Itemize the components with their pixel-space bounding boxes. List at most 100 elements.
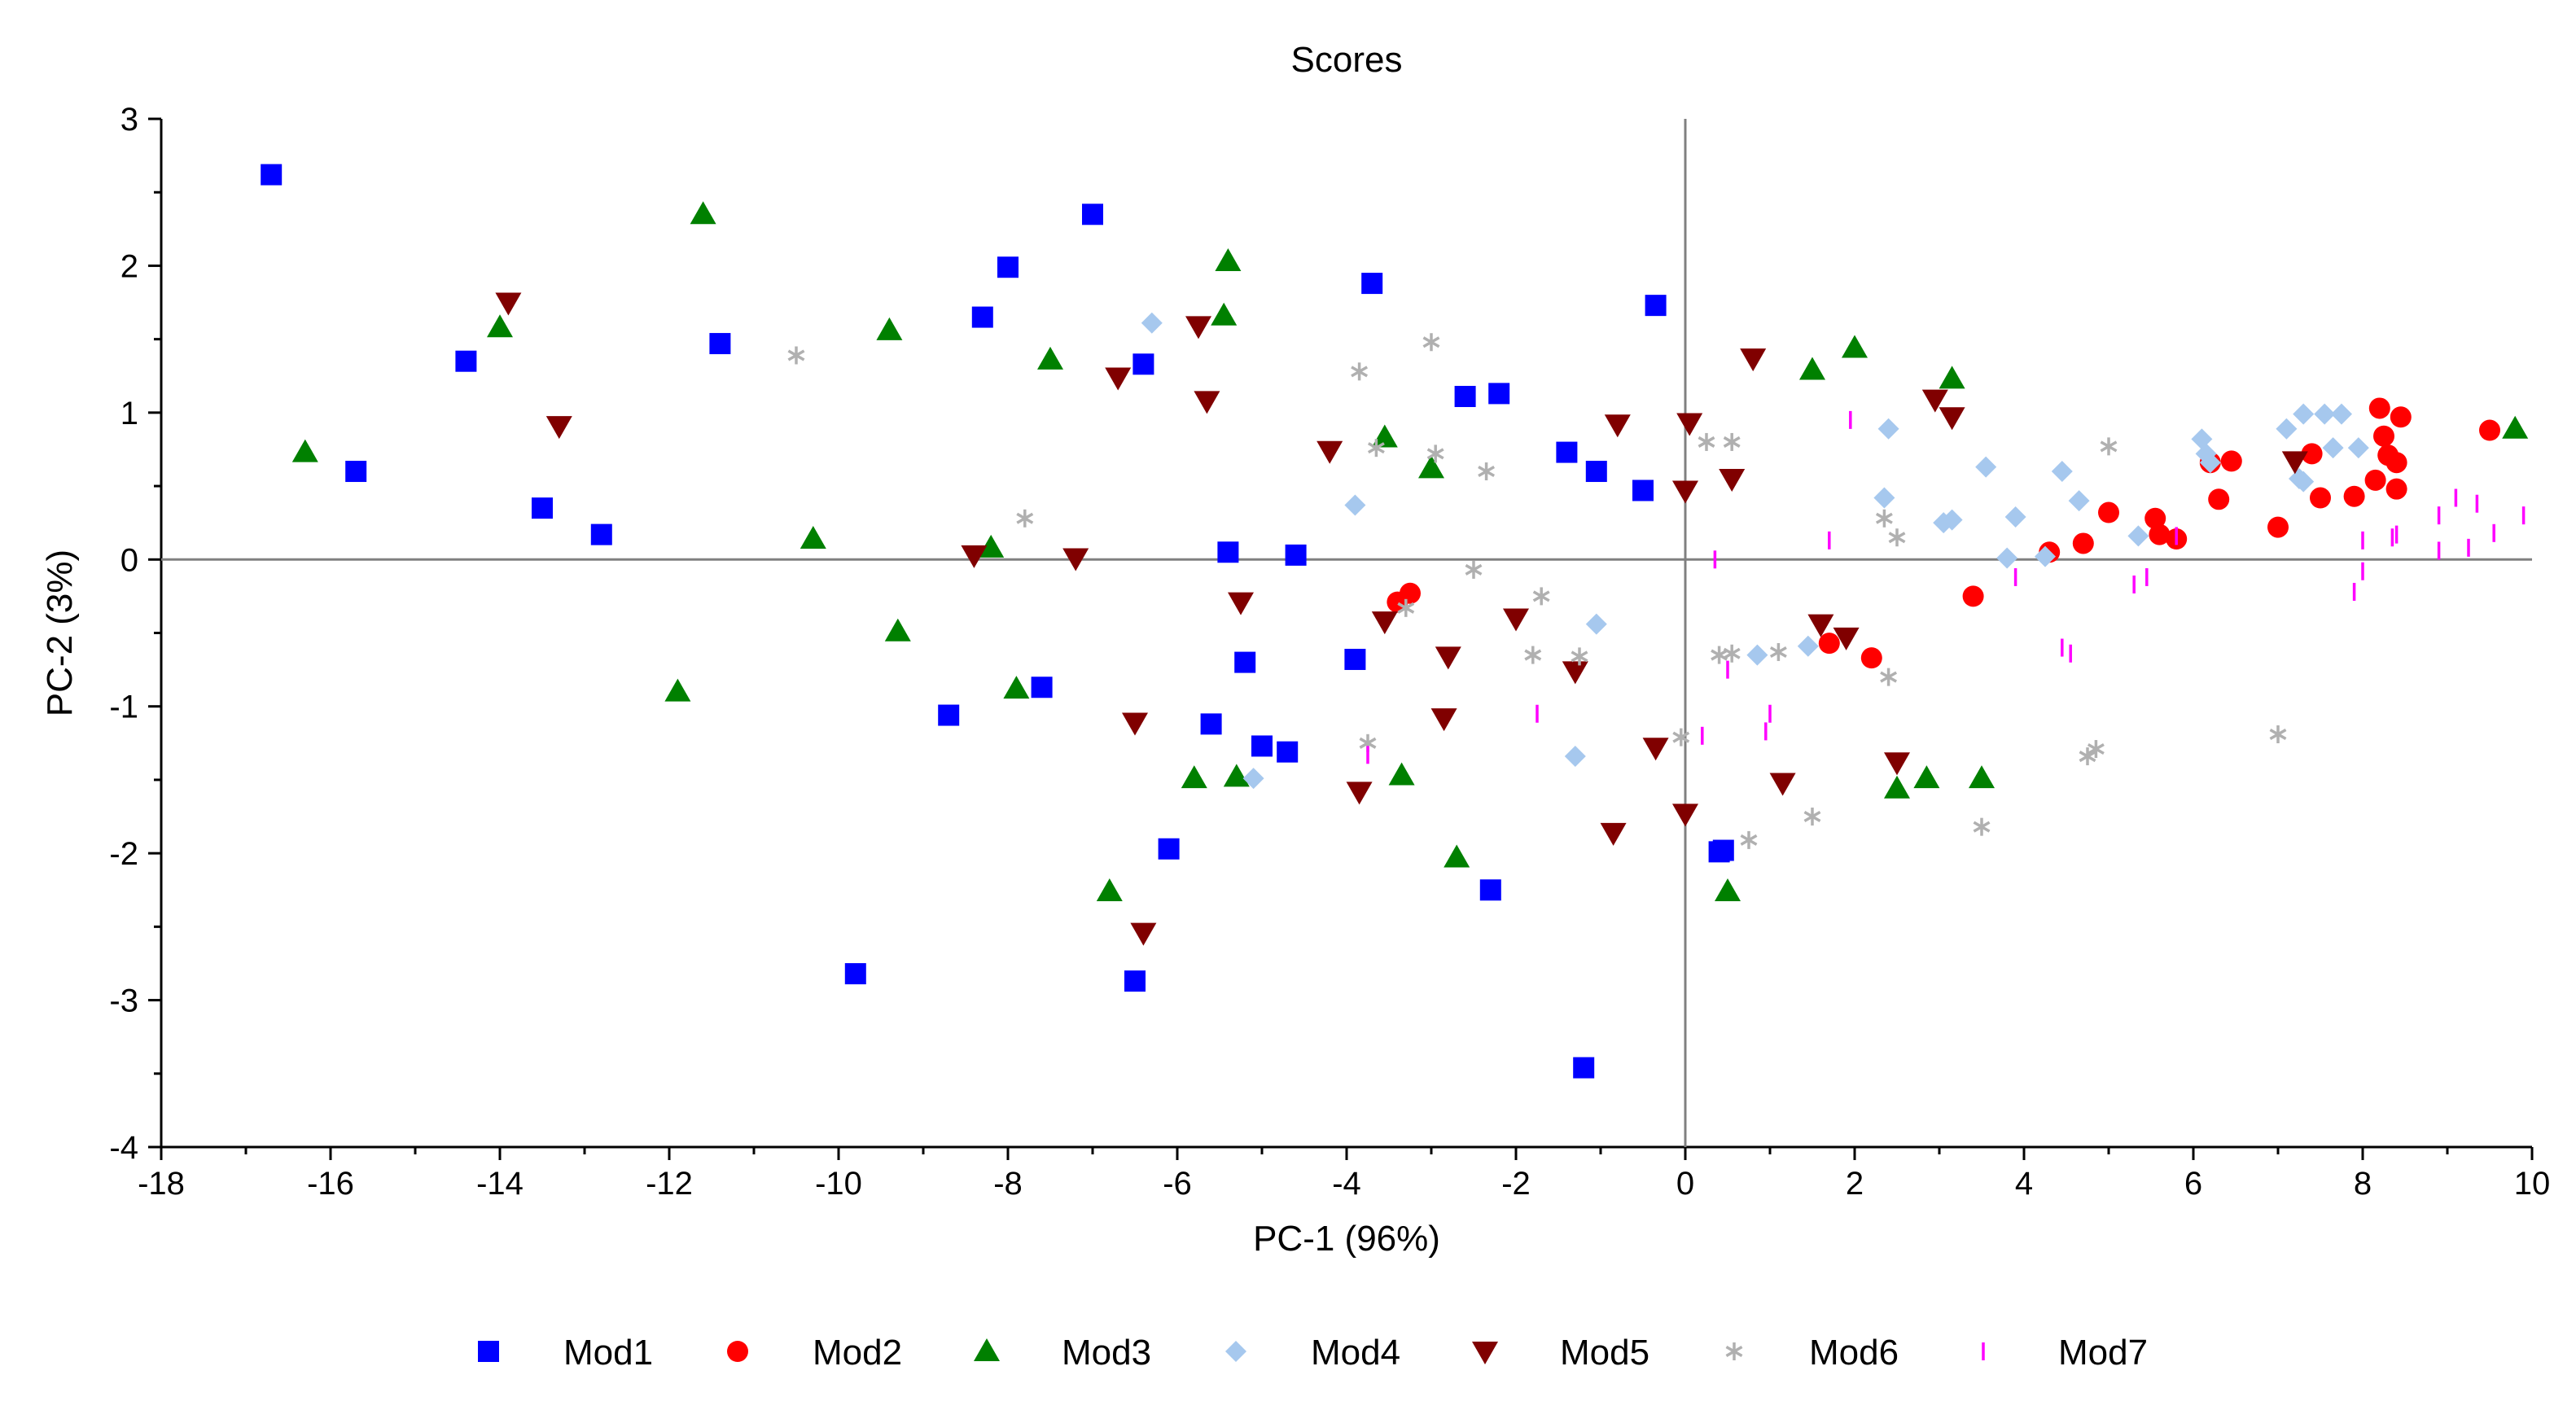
- mod5-point: [1884, 752, 1910, 776]
- mod3-point: [1842, 335, 1868, 358]
- legend-label-mod2: Mod2: [813, 1333, 902, 1373]
- mod1-point: [261, 164, 283, 186]
- mod1-point: [1277, 741, 1299, 763]
- mod2-point: [2368, 397, 2390, 419]
- mod1-point: [1479, 879, 1501, 901]
- mod5-point: [1122, 712, 1148, 736]
- mod4-point: [2322, 437, 2344, 459]
- mod3-point: [1444, 844, 1470, 868]
- legend-item-mod2: Mod2: [727, 1333, 902, 1373]
- mod5-point: [1600, 822, 1627, 846]
- mod1-point: [1217, 541, 1239, 563]
- mod1-point: [1124, 970, 1146, 992]
- mod4-point: [2331, 403, 2352, 425]
- mod3-point: [291, 439, 318, 462]
- mod4-point: [1941, 509, 1963, 531]
- mod5-point: [1672, 480, 1698, 504]
- mod5-point: [1435, 646, 1461, 670]
- mod2-point: [2373, 425, 2394, 447]
- mod6-point: [1465, 560, 1483, 579]
- mod3-point: [1003, 676, 1030, 699]
- mod3-point: [2502, 415, 2529, 439]
- mod2-point: [1400, 582, 1421, 604]
- series-mod7: [1366, 410, 2526, 764]
- mod2-point: [2098, 501, 2119, 523]
- mod4-point: [2199, 452, 2221, 474]
- mod3-point: [1969, 765, 1995, 789]
- mod6-point: [1672, 728, 1690, 747]
- mod5-point: [1130, 922, 1157, 946]
- mod6-point: [1478, 462, 1496, 481]
- mod3-point: [1211, 302, 1238, 326]
- legend-marker-mod5: [1472, 1342, 1498, 1364]
- mod4-point: [2127, 525, 2149, 547]
- y-axis-title: PC-2 (3%): [40, 550, 80, 716]
- mod1-point: [532, 497, 553, 519]
- mod5-point: [1194, 391, 1220, 414]
- mod6-point: [1367, 439, 1385, 458]
- mod4-point: [2293, 471, 2315, 493]
- mod3-point: [1388, 762, 1415, 786]
- mod5-point: [1105, 367, 1132, 391]
- mod3-point: [1939, 366, 1965, 389]
- mod6-point: [1698, 432, 1715, 451]
- legend: Mod1 Mod2 Mod3 Mod4 Mod5 Mod6 Mod7: [478, 1333, 2148, 1373]
- x-tick-label: -10: [815, 1166, 862, 1202]
- mod3-point: [800, 526, 826, 550]
- mod4-point: [2314, 403, 2336, 425]
- legend-item-mod6: Mod6: [1725, 1333, 1899, 1373]
- mod3-point: [1884, 775, 1910, 799]
- mod4-point: [1877, 418, 1899, 440]
- mod1-point: [1344, 648, 1366, 670]
- mod1-point: [1573, 1057, 1595, 1079]
- x-tick-label: -6: [1163, 1166, 1192, 1202]
- mod5-point: [2281, 451, 2308, 475]
- mod5-point: [1185, 316, 1211, 339]
- mod1-point: [1158, 838, 1180, 860]
- legend-label-mod7: Mod7: [2058, 1333, 2148, 1373]
- x-tick-label: -18: [138, 1166, 185, 1202]
- legend-item-mod3: Mod3: [974, 1333, 1151, 1373]
- mod2-point: [2385, 452, 2407, 474]
- mod5-point: [1371, 611, 1398, 635]
- mod1-point: [971, 306, 993, 328]
- mod5-point: [1676, 413, 1703, 436]
- mod1-point: [1361, 273, 1383, 295]
- legend-label-mod5: Mod5: [1560, 1333, 1649, 1373]
- mod5-point: [495, 292, 522, 316]
- mod6-point: [1723, 644, 1741, 663]
- mod2-point: [2310, 487, 2331, 509]
- mod3-point: [1223, 764, 1250, 787]
- mod4-point: [2276, 418, 2298, 440]
- mod3-point: [664, 678, 691, 702]
- mod3-point: [1037, 346, 1063, 370]
- x-tick-label: -8: [993, 1166, 1023, 1202]
- legend-label-mod6: Mod6: [1809, 1333, 1899, 1373]
- mod1-point: [938, 704, 960, 726]
- mod5-point: [1921, 389, 1948, 413]
- mod3-point: [1181, 765, 1207, 789]
- legend-marker-mod6: [1725, 1342, 1743, 1360]
- mod5-point: [1672, 804, 1698, 827]
- mod6-point: [1571, 647, 1588, 666]
- mod4-point: [2347, 437, 2369, 459]
- mod2-point: [2479, 419, 2500, 441]
- mod3-point: [487, 314, 513, 338]
- mod4-point: [2051, 461, 2073, 483]
- mod6-point: [2087, 740, 2105, 759]
- mod5-point: [1769, 773, 1796, 796]
- mod5-point: [1833, 627, 1860, 650]
- mod3-point: [978, 534, 1005, 558]
- mod2-point: [1818, 633, 1840, 655]
- legend-item-mod4: Mod4: [1225, 1333, 1400, 1373]
- mod2-point: [2267, 516, 2289, 538]
- mod3-point: [1096, 878, 1123, 902]
- mod2-point: [2364, 469, 2386, 491]
- legend-item-mod5: Mod5: [1472, 1333, 1649, 1373]
- mod2-point: [1962, 585, 1984, 607]
- mod2-point: [2385, 478, 2407, 500]
- y-tick-label: 3: [120, 102, 138, 138]
- mod6-point: [2079, 747, 2096, 766]
- mod6-point: [1880, 668, 1898, 686]
